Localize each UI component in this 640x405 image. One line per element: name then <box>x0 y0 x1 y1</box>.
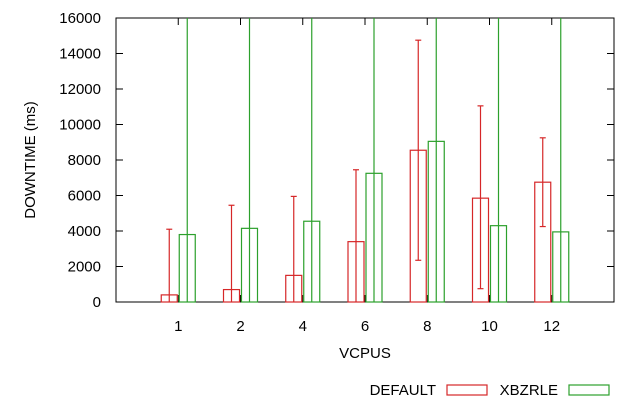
y-tick-label: 4000 <box>68 223 101 240</box>
y-tick-label: 10000 <box>59 117 101 134</box>
legend-swatch-xbzrle <box>568 384 610 396</box>
legend-label-default: DEFAULT <box>370 382 436 399</box>
y-axis-label: DOWNTIME (ms) <box>22 101 39 218</box>
x-tick-label: 6 <box>361 318 369 335</box>
bars-group <box>160 18 570 303</box>
legend: DEFAULT XBZRLE <box>370 382 610 399</box>
x-tick-label: 1 <box>174 318 182 335</box>
x-tick-label: 4 <box>299 318 307 335</box>
legend-swatch-default <box>446 384 488 396</box>
plot-border <box>115 17 615 303</box>
x-tick-label: 8 <box>423 318 431 335</box>
y-tick-label: 2000 <box>68 259 101 276</box>
y-tick-label: 6000 <box>68 188 101 205</box>
y-axis-ticks: 0 2000 4000 6000 8000 10000 12000 14000 16000 <box>59 10 614 311</box>
x-tick-label: 12 <box>543 318 560 335</box>
x-tick-label: 10 <box>481 318 498 335</box>
y-tick-label: 0 <box>93 294 101 311</box>
plot-frame <box>115 17 615 303</box>
x-tick-label: 2 <box>236 318 244 335</box>
y-tick-label: 8000 <box>68 152 101 169</box>
x-axis-ticks: 1 2 4 6 8 10 12 <box>174 18 560 335</box>
x-axis-label: VCPUS <box>339 345 391 362</box>
legend-label-xbzrle: XBZRLE <box>500 382 558 399</box>
y-tick-label: 14000 <box>59 46 101 63</box>
y-tick-label: 12000 <box>59 81 101 98</box>
y-tick-label: 16000 <box>59 10 101 27</box>
